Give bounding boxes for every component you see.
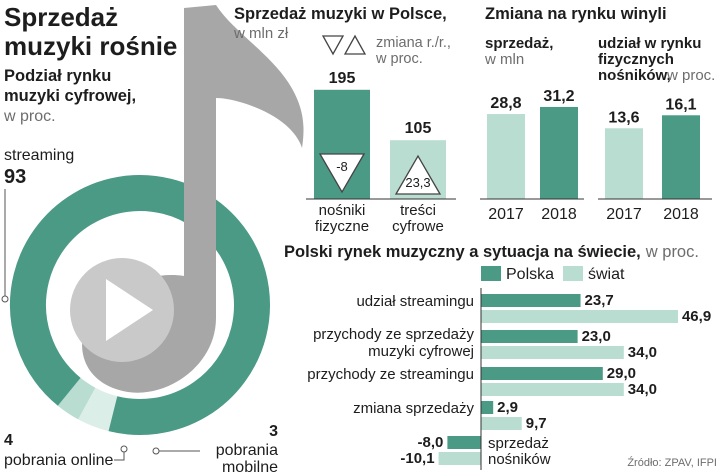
row-label-line1-1: przychody ze sprzedaży [313,326,474,343]
legend-label-polska: Polska [506,266,554,283]
sales-change-1: 23,3 [405,175,430,190]
comparison-title: Polski rynek muzyczny a sytuacja na świe… [284,243,699,261]
comparison-bar-1-1 [481,346,624,359]
infographic-title-line2: muzyki rośnie [4,31,177,61]
music-note-graphic [70,5,304,393]
polish-sales-title: Sprzedaż muzyki w Polsce, [234,5,447,23]
donut-title-line1: Podział rynku [4,67,111,85]
vinyl-year-0-0: 2017 [488,206,524,223]
comparison-bar-0-2 [481,367,603,380]
donut-unit: w proc. [3,108,56,125]
vinyl-bar-1-0 [605,128,643,199]
legend-triangle-down-icon [321,35,345,56]
slice-value-online: 4 [4,432,13,449]
leader-dot-streaming [1,295,9,303]
row-label-3: zmiana sprzedaży [353,400,474,417]
comparison-value-0-2: 29,0 [607,365,636,382]
vinyl-value-1-1: 16,1 [665,96,696,113]
sales-value-0: 195 [329,70,356,87]
vinyl-year-1-0: 2017 [606,206,642,223]
sales-category-line1-1: treści [400,202,436,219]
vinyl-value-0-1: 31,2 [543,88,574,105]
slice-label-mobile-line1: pobrania [216,442,278,459]
sales-category-line1-0: nośniki [319,202,366,219]
comparison-panel: Polski rynek muzyczny a sytuacja na świe… [284,243,717,470]
row-label-0: udział streamingu [356,293,474,310]
comparison-bar-0-3 [481,401,494,414]
comparison-bar-0-4 [447,436,481,449]
vinyl-share-unit: w proc. [666,67,715,84]
comparison-bars: udział streamingu 23,7 46,9 przychody ze sp… [307,292,711,468]
vinyl-sales-unit: w mln [484,51,524,68]
comparison-value-0-4: -8,0 [418,434,444,451]
vinyl-title: Zmiana na rynku winyli [485,5,667,23]
change-down-triangle-icon [318,153,366,194]
vinyl-year-1-1: 2018 [663,206,699,223]
donut-chart [10,175,270,435]
vinyl-panel: Zmiana na rynku winyli sprzedaż, w mln u… [480,5,715,223]
sales-category-line2-0: fizyczne [315,218,369,235]
play-triangle-icon [106,279,153,341]
vinyl-value-0-0: 28,8 [490,95,521,112]
comparison-bar-1-4 [438,452,481,465]
slice-label-online: pobrania online [4,452,114,469]
change-up-triangle-icon [394,154,442,195]
vinyl-share-title-line2: fizycznych [598,51,674,68]
leader-dot-online [120,445,128,453]
comparison-bar-0-1 [481,330,578,343]
legend-triangle-up-icon [343,34,367,55]
comparison-value-1-2: 34,0 [628,381,657,398]
comparison-bar-1-2 [481,383,624,396]
polish-sales-panel: Sprzedaż muzyki w Polsce, w mln zł zmian… [233,5,456,235]
vinyl-share-title-line3: nośników, [598,67,671,84]
comparison-bar-1-3 [481,417,522,430]
legend-swatch-polska [481,266,501,281]
sales-value-1: 105 [405,120,432,137]
donut-title-line2: muzyki cyfrowej, [4,87,136,105]
legend-label-swiat: świat [588,266,625,283]
vinyl-bar-1-1 [662,115,700,199]
comparison-value-1-1: 34,0 [628,344,657,361]
vinyl-bar-0-1 [540,106,578,199]
vinyl-share-title-line1: udział w rynku [598,35,701,52]
row-label-line2-1: muzyki cyfrowej [368,343,474,360]
vinyl-value-1-0: 13,6 [608,109,639,126]
comparison-value-1-4: -10,1 [400,450,434,467]
comparison-value-1-0: 46,9 [682,308,711,325]
row-label-line1-4: sprzedaż [488,435,549,452]
vinyl-sales-title: sprzedaż, [485,35,553,52]
sales-change-0: -8 [336,159,348,174]
polish-sales-unit: w mln zł [233,25,289,42]
legend-swatch-swiat [563,266,583,281]
comparison-value-1-3: 9,7 [526,415,547,432]
sales-category-line2-1: cyfrowe [392,218,444,235]
slice-value-mobile: 3 [269,423,278,440]
vinyl-year-0-1: 2018 [541,206,577,223]
donut-slice-0 [10,175,270,435]
source-note: Źródło: ZPAV, IFPI [627,456,717,469]
digital-split-panel: Sprzedaż muzyki rośnie Podział rynku muz… [1,2,304,474]
comparison-bar-1-0 [481,310,678,323]
row-label-line2-4: nośników [488,451,551,468]
leader-line-online [114,451,125,461]
infographic-title-line1: Sprzedaż [4,2,118,32]
comparison-value-0-3: 2,9 [497,399,518,416]
vinyl-bar-0-0 [487,114,525,199]
slice-value-streaming: 93 [4,166,26,188]
row-label-2: przychody ze streamingu [307,366,474,383]
comparison-value-0-1: 23,0 [582,328,611,345]
slice-label-streaming: streaming [4,147,74,164]
leader-dot-mobile [152,447,160,455]
comparison-value-0-0: 23,7 [585,292,614,309]
slice-label-mobile-line2: mobilne [222,459,278,474]
change-legend-line2: w proc. [375,51,423,67]
comparison-bar-0-0 [481,294,581,307]
vinyl-bars: 28,8 2017 31,2 2018 13,6 2017 16,1 2018 [487,88,700,223]
change-legend-line1: zmiana r./r., [376,35,451,51]
